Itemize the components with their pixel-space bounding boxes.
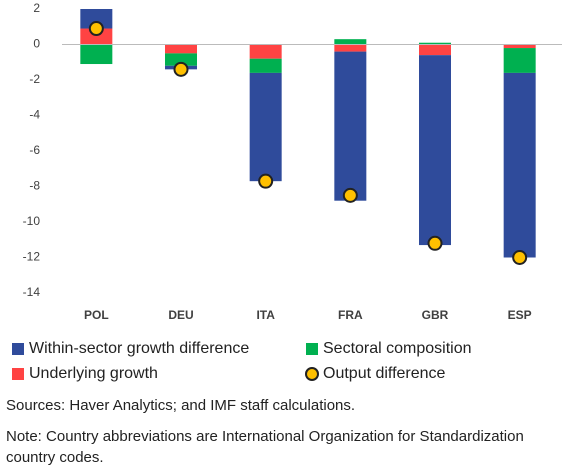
bar-segment bbox=[80, 28, 113, 45]
chart: -14 -12 -10 -8 -6 -4 -2 0 2 POL DEU ITA FRA GBR ESP Wit… bbox=[12, 1, 562, 382]
bar-segment bbox=[165, 44, 197, 54]
legend-label: Underlying growth bbox=[29, 365, 158, 382]
legend-label: Within-sector growth difference bbox=[29, 340, 249, 357]
y-tick-label: -6 bbox=[29, 143, 40, 157]
bar-segment bbox=[249, 44, 282, 59]
output-dot bbox=[173, 61, 189, 77]
legend-marker bbox=[12, 343, 24, 355]
legend-label: Output difference bbox=[323, 365, 446, 382]
bar-segment bbox=[503, 48, 536, 73]
bar-segment bbox=[503, 44, 536, 49]
legend-label: Sectoral composition bbox=[323, 340, 472, 357]
bar-segment bbox=[334, 39, 367, 45]
x-tick-label: GBR bbox=[422, 308, 449, 322]
bar-segment bbox=[249, 58, 282, 73]
y-tick-label: -10 bbox=[23, 214, 41, 228]
legend-marker bbox=[306, 343, 318, 355]
bar-segment bbox=[419, 42, 451, 45]
x-tick-label: DEU bbox=[168, 308, 193, 322]
x-tick-label: FRA bbox=[338, 308, 363, 322]
output-dot bbox=[88, 21, 104, 37]
output-dot bbox=[342, 187, 358, 203]
sources: Sources: Haver Analytics; and IMF staff … bbox=[6, 397, 356, 414]
y-tick-label: 2 bbox=[33, 1, 40, 15]
bar-segment bbox=[419, 55, 451, 246]
legend-marker bbox=[12, 368, 24, 380]
x-tick-label: ESP bbox=[508, 308, 532, 322]
bar-segment bbox=[419, 44, 451, 56]
bar-segment bbox=[165, 53, 197, 66]
y-tick-label: 0 bbox=[33, 37, 40, 51]
bar-segment bbox=[80, 9, 113, 29]
legend-marker bbox=[305, 367, 319, 381]
output-dot bbox=[258, 173, 274, 189]
y-tick-label: -4 bbox=[29, 108, 40, 122]
y-tick-label: -14 bbox=[23, 285, 41, 299]
y-tick-label: -2 bbox=[29, 72, 40, 86]
bar-segment bbox=[503, 72, 536, 258]
output-dot bbox=[512, 250, 528, 265]
bar-segment bbox=[80, 44, 113, 65]
x-tick-label: POL bbox=[84, 308, 109, 322]
bar-segment bbox=[334, 51, 367, 201]
x-tick-label: ITA bbox=[256, 308, 275, 322]
bar-segment bbox=[249, 72, 282, 182]
y-tick-label: -8 bbox=[29, 179, 40, 193]
note: Note: Country abbreviations are Internat… bbox=[6, 428, 524, 466]
y-tick-label: -12 bbox=[23, 250, 41, 264]
output-dot bbox=[427, 235, 443, 251]
bar-segment bbox=[334, 44, 367, 52]
